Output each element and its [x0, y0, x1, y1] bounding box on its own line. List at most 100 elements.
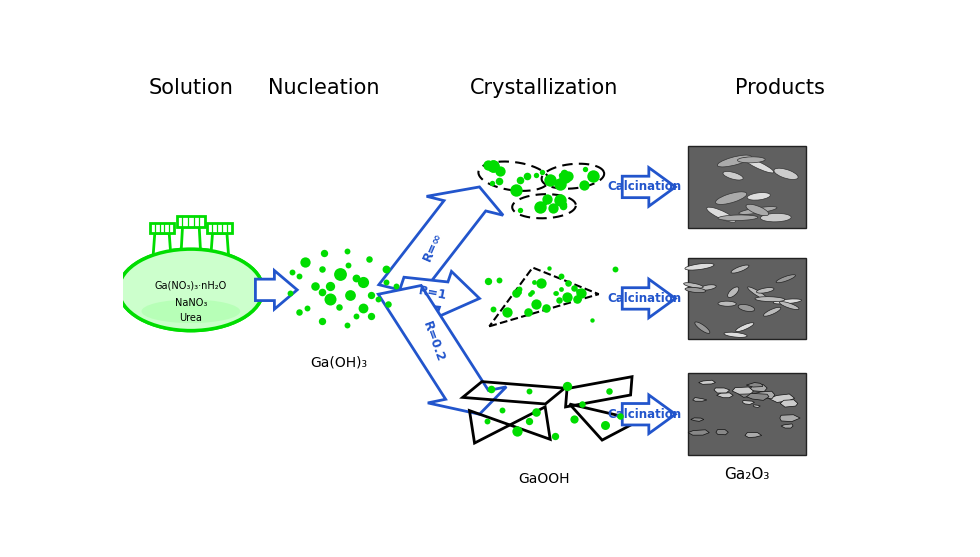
Ellipse shape	[684, 283, 704, 288]
Text: Products: Products	[735, 79, 824, 98]
Point	[585, 172, 601, 180]
Point	[554, 271, 569, 280]
Ellipse shape	[774, 168, 798, 179]
Ellipse shape	[773, 299, 802, 304]
Point	[380, 299, 396, 308]
Point	[561, 172, 576, 180]
Point	[378, 278, 394, 287]
Point	[548, 431, 564, 440]
Text: Nucleation: Nucleation	[268, 79, 379, 98]
Text: Calcination: Calcination	[608, 408, 682, 421]
Point	[508, 288, 523, 297]
Polygon shape	[153, 233, 172, 259]
Point	[556, 202, 571, 211]
Polygon shape	[622, 395, 675, 433]
Polygon shape	[716, 393, 733, 398]
Polygon shape	[622, 279, 675, 317]
Ellipse shape	[776, 275, 796, 283]
Point	[307, 282, 322, 291]
Circle shape	[119, 249, 263, 331]
Ellipse shape	[747, 193, 770, 200]
Text: R=1: R=1	[417, 285, 449, 302]
Polygon shape	[732, 387, 754, 394]
Point	[339, 321, 355, 330]
Point	[545, 204, 561, 213]
Polygon shape	[379, 187, 503, 295]
Polygon shape	[743, 400, 755, 404]
FancyBboxPatch shape	[208, 223, 232, 233]
Point	[362, 255, 377, 263]
Text: Crystallization: Crystallization	[469, 79, 618, 98]
Ellipse shape	[723, 172, 743, 180]
Ellipse shape	[731, 265, 749, 273]
Point	[348, 273, 364, 282]
Point	[526, 277, 542, 286]
Point	[569, 294, 585, 303]
Point	[532, 203, 548, 212]
Ellipse shape	[724, 332, 747, 338]
Circle shape	[119, 249, 263, 331]
Point	[560, 279, 575, 288]
Point	[584, 315, 600, 324]
Polygon shape	[699, 380, 715, 384]
Ellipse shape	[760, 213, 791, 222]
Point	[522, 289, 538, 298]
Text: Ga(NO₃)₃·nH₂O: Ga(NO₃)₃·nH₂O	[155, 281, 227, 291]
Point	[549, 288, 564, 297]
Point	[340, 261, 356, 270]
Ellipse shape	[738, 305, 755, 311]
Point	[553, 179, 568, 188]
Text: Ga(OH)₃: Ga(OH)₃	[311, 356, 368, 370]
Point	[520, 307, 536, 316]
Point	[339, 247, 355, 256]
FancyBboxPatch shape	[688, 258, 806, 339]
Text: R=∞: R=∞	[421, 230, 445, 263]
Text: Urea: Urea	[179, 312, 202, 323]
Ellipse shape	[718, 215, 758, 221]
Point	[513, 206, 528, 215]
Polygon shape	[780, 400, 798, 407]
Polygon shape	[745, 432, 761, 438]
Polygon shape	[691, 418, 704, 422]
Point	[493, 167, 509, 175]
Text: R=0.2: R=0.2	[419, 320, 447, 364]
Text: Calcination: Calcination	[608, 180, 682, 193]
Ellipse shape	[739, 207, 777, 214]
Point	[481, 276, 497, 285]
Point	[356, 304, 371, 312]
Polygon shape	[768, 394, 795, 403]
Point	[499, 307, 514, 316]
Point	[480, 276, 496, 285]
Ellipse shape	[685, 263, 714, 270]
Point	[388, 282, 404, 291]
Ellipse shape	[715, 192, 747, 204]
Point	[534, 168, 550, 177]
Polygon shape	[256, 271, 297, 309]
Point	[510, 426, 525, 435]
Point	[511, 285, 526, 294]
Point	[547, 289, 563, 297]
Point	[608, 265, 623, 273]
Point	[322, 295, 338, 304]
Polygon shape	[181, 227, 201, 255]
Polygon shape	[751, 391, 775, 398]
Polygon shape	[716, 429, 728, 435]
Point	[484, 179, 500, 188]
Point	[528, 408, 544, 417]
Point	[479, 416, 495, 425]
Point	[363, 312, 378, 321]
Point	[322, 282, 338, 291]
Point	[511, 288, 526, 297]
Ellipse shape	[727, 287, 739, 297]
Point	[612, 412, 628, 421]
Point	[491, 177, 507, 185]
Ellipse shape	[707, 207, 736, 222]
Point	[315, 265, 330, 273]
Point	[292, 272, 308, 281]
Point	[292, 307, 308, 316]
Point	[528, 299, 544, 308]
Point	[316, 249, 331, 258]
Point	[575, 181, 591, 190]
Point	[494, 405, 510, 414]
Point	[538, 304, 554, 312]
